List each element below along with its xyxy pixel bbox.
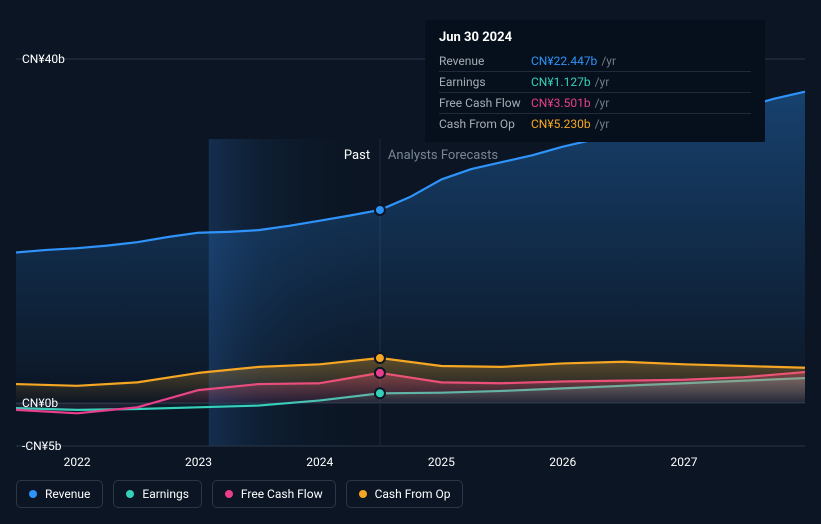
x-tick-label: 2027 xyxy=(671,455,698,469)
tooltip-row-label: Free Cash Flow xyxy=(439,96,531,110)
legend-label: Cash From Op xyxy=(375,487,451,501)
tooltip-row-unit: /yr xyxy=(595,96,610,110)
tooltip-row: Cash From OpCN¥5.230b/yr xyxy=(439,114,751,134)
tooltip-row-unit: /yr xyxy=(595,75,610,89)
y-tick-label: CN¥40b xyxy=(22,52,65,66)
y-tick-label: CN¥0b xyxy=(22,396,58,410)
marker-revenue xyxy=(375,205,385,215)
tooltip-row-label: Earnings xyxy=(439,75,531,89)
tooltip-title: Jun 30 2024 xyxy=(439,30,751,45)
tooltip-row-unit: /yr xyxy=(595,117,610,131)
tooltip-row-value: CN¥5.230b xyxy=(531,117,591,131)
marker-fcf xyxy=(375,368,385,378)
legend-item-cfo[interactable]: Cash From Op xyxy=(346,480,464,508)
legend-item-earnings[interactable]: Earnings xyxy=(113,480,202,508)
chart-legend: Revenue Earnings Free Cash Flow Cash From O… xyxy=(16,480,463,508)
x-tick-label: 2023 xyxy=(185,455,212,469)
tooltip-row: EarningsCN¥1.127b/yr xyxy=(439,72,751,93)
tooltip-row: RevenueCN¥22.447b/yr xyxy=(439,51,751,72)
legend-swatch xyxy=(225,490,233,498)
x-tick-label: 2025 xyxy=(428,455,455,469)
tooltip-row-value: CN¥22.447b xyxy=(531,54,597,68)
tooltip-row-label: Revenue xyxy=(439,54,531,68)
x-tick-label: 2026 xyxy=(549,455,576,469)
tooltip-row-label: Cash From Op xyxy=(439,117,531,131)
y-tick-label: -CN¥5b xyxy=(22,439,61,453)
tooltip-row-value: CN¥3.501b xyxy=(531,96,591,110)
legend-swatch xyxy=(126,490,134,498)
legend-swatch xyxy=(29,490,37,498)
marker-earnings xyxy=(375,388,385,398)
legend-label: Revenue xyxy=(45,487,90,501)
marker-cfo xyxy=(375,353,385,363)
legend-swatch xyxy=(359,490,367,498)
forecast-label: Analysts Forecasts xyxy=(388,148,498,163)
tooltip-row-value: CN¥1.127b xyxy=(531,75,591,89)
tooltip-row: Free Cash FlowCN¥3.501b/yr xyxy=(439,93,751,114)
legend-item-fcf[interactable]: Free Cash Flow xyxy=(212,480,336,508)
x-tick-label: 2022 xyxy=(64,455,91,469)
legend-label: Earnings xyxy=(142,487,189,501)
x-tick-label: 2024 xyxy=(306,455,333,469)
legend-label: Free Cash Flow xyxy=(241,487,323,501)
past-label: Past xyxy=(344,148,370,163)
tooltip-row-unit: /yr xyxy=(601,54,616,68)
chart-tooltip: Jun 30 2024 RevenueCN¥22.447b/yrEarnings… xyxy=(425,20,765,142)
legend-item-revenue[interactable]: Revenue xyxy=(16,480,103,508)
